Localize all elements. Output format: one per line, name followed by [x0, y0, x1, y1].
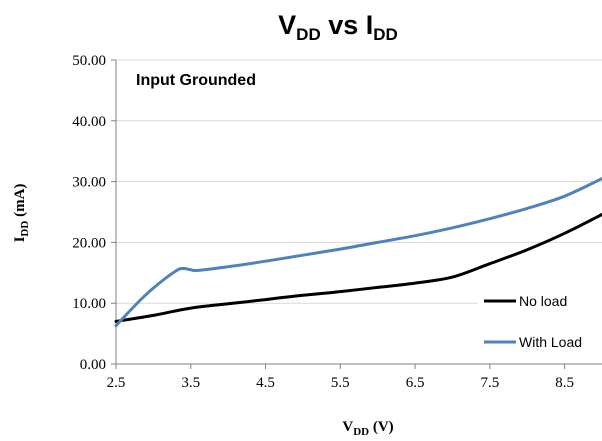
y-tick-labels: 0.00 10.00 20.00 30.00 40.00 50.00	[72, 53, 106, 373]
y-tick-label-5: 50.00	[72, 53, 106, 69]
y-axis-label: IDD (mA)	[12, 184, 31, 243]
y-tick-label-4: 40.00	[72, 114, 106, 130]
y-tick-label-3: 30.00	[72, 175, 106, 191]
series	[114, 177, 602, 328]
x-tick-label-2: 4.5	[256, 375, 275, 391]
x-axis-label: VDD (V)	[342, 419, 393, 438]
y-tick-label-1: 10.00	[72, 296, 106, 312]
legend: No load With Load	[484, 293, 582, 350]
x-tick-label-6: 8.5	[555, 375, 574, 391]
grid-lines	[116, 59, 602, 304]
legend-label-1: With Load	[519, 334, 582, 350]
y-tick-label-0: 0.00	[80, 357, 106, 373]
axes	[111, 59, 602, 369]
legend-background	[478, 287, 602, 357]
x-tick-label-1: 3.5	[181, 375, 200, 391]
annotation-input-grounded: Input Grounded	[136, 72, 256, 89]
y-tick-label-2: 20.00	[72, 235, 106, 251]
x-tick-label-4: 6.5	[406, 375, 425, 391]
x-tick-label-5: 7.5	[480, 375, 499, 391]
chart-title: VDD vs IDD	[278, 10, 398, 44]
x-tick-label-3: 5.5	[331, 375, 350, 391]
series-line-0	[114, 212, 602, 323]
legend-label-0: No load	[519, 293, 567, 309]
x-tick-labels: 2.5 3.5 4.5 5.5 6.5 7.5 8.5	[107, 375, 574, 391]
x-tick-label-0: 2.5	[107, 375, 126, 391]
series-line-1	[114, 177, 602, 328]
